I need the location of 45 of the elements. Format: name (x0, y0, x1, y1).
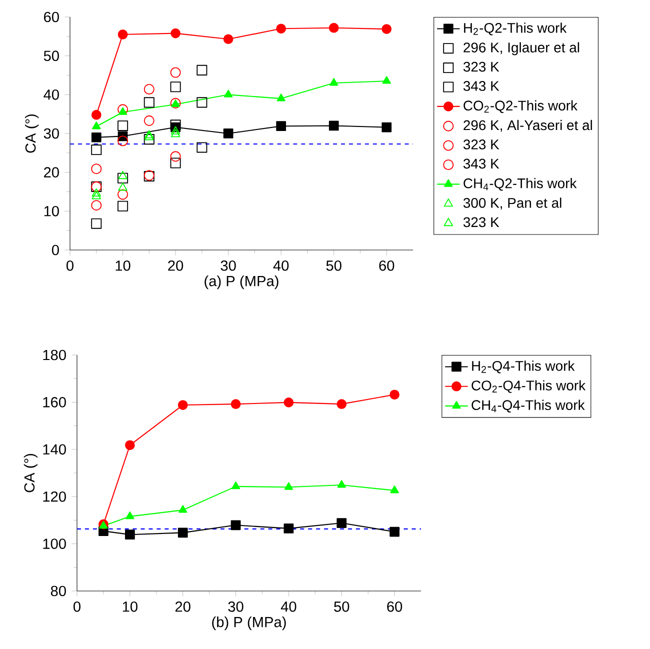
x-tick-label: 30 (228, 601, 244, 612)
y-tick-label: 180 (43, 350, 66, 360)
legend-label: CO$_{2}$-Q2-This work (464, 100, 578, 114)
y-tick-label: 120 (43, 491, 66, 502)
y-tick-label: 80 (50, 586, 66, 596)
y-tick-label: 160 (43, 397, 66, 408)
y-tick-label: 20 (44, 167, 59, 178)
y-axis-title: CA (°) (24, 114, 39, 153)
y-tick-label: 140 (43, 444, 66, 455)
legend-label: 296 K, Iglauer et al (464, 42, 580, 56)
y-tick-label: 10 (44, 206, 59, 216)
legend-label: 300 K, Pan et al (463, 198, 562, 210)
x-tick-label: 40 (273, 260, 289, 271)
y-axis-title: CA (°) (24, 454, 38, 492)
legend-label: H$_{2}$-Q4-This work (472, 360, 575, 374)
x-axis-title: (a) P (MPa) (204, 275, 278, 290)
x-tick-label: 0 (74, 601, 80, 612)
x-tick-label: 20 (168, 260, 184, 271)
y-tick-label: 60 (44, 12, 59, 22)
x-tick-label: 60 (379, 260, 394, 271)
x-axis-title: (b) P (MPa) (212, 616, 286, 630)
legend-label: 323 K (463, 140, 500, 150)
y-tick-label: 30 (44, 128, 59, 139)
legend-label: H$_{2}$-Q2-This work (464, 22, 567, 36)
x-tick-label: 40 (280, 601, 296, 612)
y-tick-label: 0 (52, 244, 59, 256)
x-tick-label: 10 (116, 260, 130, 271)
x-tick-label: 50 (334, 601, 350, 612)
legend-label: CH$_{4}$-Q2-This work (464, 178, 577, 191)
legend-label: CO$_{2}$-Q4-This work (472, 380, 586, 393)
y-tick-label: 50 (44, 50, 59, 61)
x-tick-label: 20 (175, 601, 190, 612)
y-tick-label: 100 (43, 538, 66, 549)
x-tick-label: 10 (122, 601, 138, 612)
x-tick-label: 60 (387, 601, 402, 612)
x-tick-label: 30 (220, 260, 236, 271)
legend-label: CH$_{4}$-Q4-This work (472, 400, 585, 413)
legend-label: 343 K (463, 158, 500, 169)
y-tick-label: 40 (44, 90, 59, 100)
legend-label: 296 K, Al-Yaseri et al (464, 120, 592, 132)
legend-label: 323 K (463, 62, 500, 72)
legend-label: 323 K (463, 217, 500, 228)
legend-label: 343 K (463, 81, 500, 91)
x-tick-label: 50 (326, 260, 342, 271)
x-tick-label: 0 (66, 260, 74, 271)
